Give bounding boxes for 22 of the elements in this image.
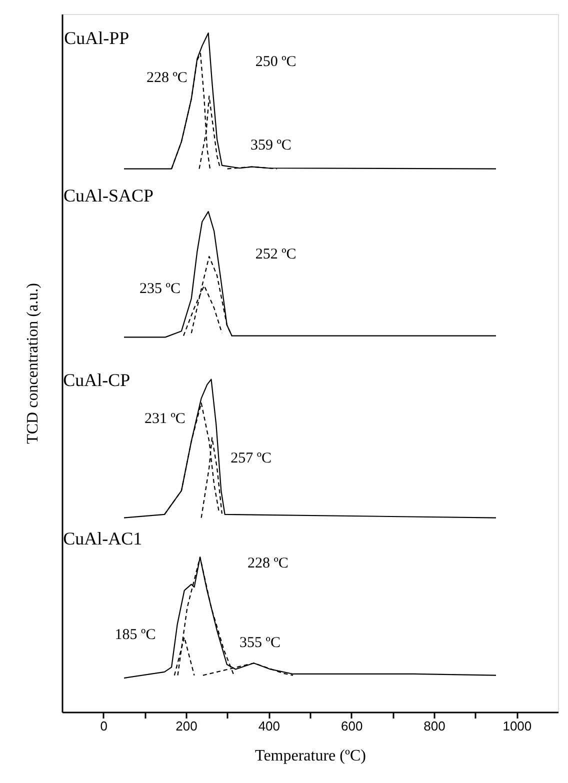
annotation: 228 ºC	[146, 70, 188, 86]
x-tick-label: 400	[258, 718, 280, 734]
annotation: 359 ºC	[250, 138, 292, 154]
annotation: 250 ºC	[255, 54, 296, 70]
x-tick-label: 0	[100, 718, 108, 734]
annotation: 228 ºC	[247, 555, 288, 572]
x-tick-label: 800	[424, 718, 446, 734]
annotation: 235 ºC	[140, 281, 180, 298]
annotation: 185 ºC	[114, 627, 156, 644]
annotation: 252 ºC	[255, 246, 296, 262]
x-tick-label: 600	[340, 718, 363, 734]
annotation: CuAl-AC1	[63, 528, 142, 548]
x-axis-title: Temperature (ºC)	[255, 748, 366, 764]
x-tick-label: 1000	[502, 718, 532, 734]
y-axis-title: TCD concentration (a.u.)	[24, 283, 42, 444]
annotation: CuAl-PP	[64, 28, 130, 48]
annotation: CuAl-SACP	[64, 185, 154, 206]
annotation: 257 ºC	[230, 450, 272, 467]
x-tick-label: 200	[176, 718, 198, 734]
annotation: 231 ºC	[144, 410, 186, 427]
annotation: CuAl-CP	[63, 370, 130, 390]
annotation: 355 ºC	[240, 635, 280, 652]
